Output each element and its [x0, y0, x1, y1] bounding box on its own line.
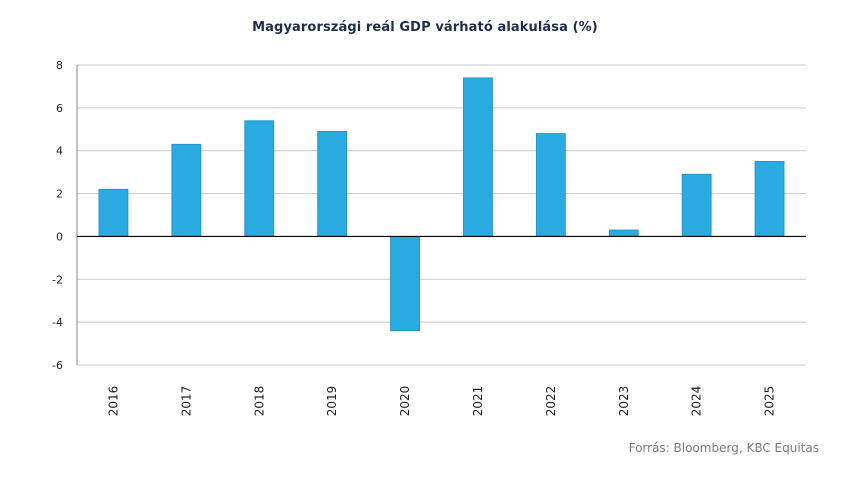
y-tick-label: -4	[52, 316, 63, 329]
y-tick-label: 4	[56, 145, 63, 158]
bars	[98, 77, 785, 332]
x-tick-label: 2021	[471, 386, 485, 417]
y-tick-label: 8	[56, 59, 63, 72]
x-tick-label: 2023	[617, 386, 631, 417]
y-tick-label: -2	[52, 273, 63, 286]
x-tick-label: 2016	[106, 386, 120, 417]
bar-2016	[98, 188, 129, 237]
x-tick-label: 2022	[544, 386, 558, 417]
x-tick-label: 2019	[325, 386, 339, 417]
y-tick-label: 2	[56, 188, 63, 201]
bar-2020	[390, 236, 420, 332]
x-tick-label: 2017	[179, 386, 193, 417]
bar-2022	[535, 133, 566, 237]
x-tick-label: 2025	[763, 386, 777, 417]
y-tick-label: -6	[52, 359, 63, 372]
bar-2019	[317, 131, 348, 237]
x-tick-labels: 2016 2017 2018 2019 2020 2021 2022 2023 2024 2025	[106, 386, 776, 417]
chart-title: Magyarországi reál GDP várható alakulása…	[252, 20, 598, 35]
bar-2024	[681, 173, 712, 237]
bar-2017	[171, 143, 202, 237]
source-note: Forrás: Bloomberg, KBC Equitas	[628, 441, 819, 455]
axes	[76, 65, 806, 365]
bar-2023	[608, 229, 639, 237]
bar-2018	[244, 120, 275, 237]
y-tick-labels: 8 6 4 2 0 -2 -4 -6	[52, 59, 63, 372]
x-tick-label: 2024	[690, 386, 704, 417]
x-tick-label: 2020	[398, 386, 412, 417]
y-tick-label: 6	[56, 102, 63, 115]
x-tick-label: 2018	[252, 386, 266, 417]
y-tick-label: 0	[56, 230, 63, 243]
bar-2025	[754, 161, 785, 237]
bar-2021	[463, 77, 493, 237]
